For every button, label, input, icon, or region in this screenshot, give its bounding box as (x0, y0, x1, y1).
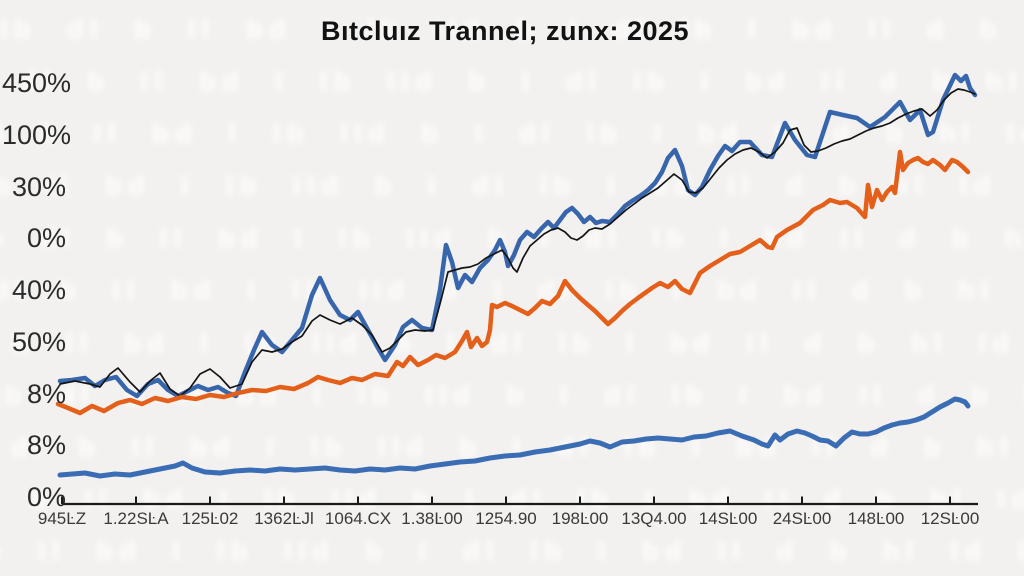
watermark-row: Ib dl b Il bd I lb IId b I dl lb I bd Il… (0, 66, 1024, 96)
series-thin-black-overlay (59, 88, 976, 397)
y-tick-label: 0% (26, 223, 66, 254)
watermark-row: Ib dl b Il bd I lb IId b I dl lb I bd Il… (0, 536, 1024, 566)
watermark-row: Ib dl b Il bd I lb IId b I dl lb I bd Il… (0, 223, 1024, 253)
x-tick-label: 13Q4.00 (621, 509, 687, 528)
watermark-row: Ib dl b Il bd I lb IId b I dl lb I bd Il… (0, 328, 1024, 358)
watermark-row: Ib dl b Il bd I lb IId b I dl lb I bd Il… (0, 118, 1024, 148)
x-tick-label: 14SĿ00 (698, 509, 758, 528)
y-tick-label: 30% (11, 171, 66, 202)
x-tick-label: 1.22SĿA (103, 509, 169, 528)
y-tick-label: 50% (11, 326, 66, 357)
x-tick-label: 12SĿ00 (920, 509, 980, 528)
x-tick-label: 1254.90 (475, 509, 537, 528)
y-tick-label: 100% (2, 119, 72, 150)
x-tick-label: 148Ŀ00 (847, 509, 905, 528)
watermark-row: Ib dl b Il bd I lb IId b I dl lb I bd Il… (0, 484, 1024, 514)
watermark-row: Ib dl b Il bd I lb IId b I dl lb I bd Il… (0, 275, 1024, 305)
y-tick-label: 450% (2, 68, 72, 98)
y-tick-label: 8% (26, 378, 66, 409)
y-tick-label: 0% (26, 482, 66, 512)
x-tick-label: 1064.CX (324, 509, 392, 528)
x-tick-label: 945ĿZ (37, 509, 87, 528)
series-orange-rising (55, 149, 971, 416)
chart-title: Bıtcluız Trannel; zunx: 2025 (320, 16, 690, 46)
y-tick-label: 40% (11, 275, 66, 305)
y-tick-label: 8% (26, 430, 66, 461)
series-main-blue-volatile (57, 72, 978, 399)
x-tick-label: 1.38Ŀ00 (401, 509, 463, 528)
series-bottom-blue-flat (57, 396, 971, 479)
x-tick-label: 24SĿ00 (772, 509, 832, 528)
watermark-row: Ib dl b Il bd I lb IId b I dl lb I bd Il… (0, 170, 1024, 200)
watermark-row: Ib dl b Il bd I lb IId b I dl lb I bd Il… (0, 14, 1024, 44)
x-tick-label: 198Ŀ00 (551, 509, 609, 528)
x-tick-label: 125Ŀ02 (181, 509, 239, 528)
watermark-row: Ib dl b Il bd I lb IId b I dl lb I bd Il… (0, 380, 1024, 410)
x-tick-label: 1362ĿJl (254, 509, 314, 528)
